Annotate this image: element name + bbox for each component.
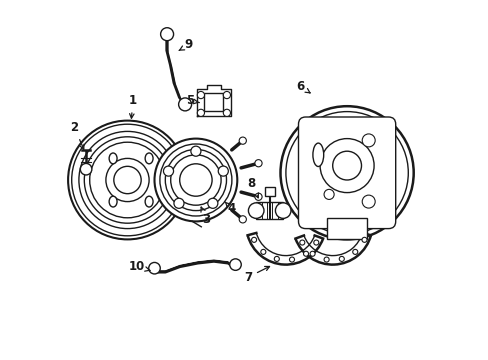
FancyBboxPatch shape <box>204 93 223 111</box>
Circle shape <box>114 166 141 194</box>
FancyBboxPatch shape <box>256 202 283 219</box>
FancyBboxPatch shape <box>298 117 395 229</box>
Circle shape <box>248 203 264 219</box>
Circle shape <box>260 249 265 255</box>
Circle shape <box>313 240 318 245</box>
Circle shape <box>229 259 241 270</box>
Circle shape <box>170 155 221 205</box>
Circle shape <box>174 198 183 208</box>
Text: 3: 3 <box>201 207 210 226</box>
Circle shape <box>320 139 373 193</box>
Circle shape <box>352 249 357 255</box>
Circle shape <box>239 137 246 144</box>
Ellipse shape <box>145 153 153 164</box>
Circle shape <box>254 159 262 167</box>
Circle shape <box>89 142 165 218</box>
Circle shape <box>207 198 218 208</box>
Circle shape <box>68 121 186 239</box>
Circle shape <box>309 251 314 256</box>
Circle shape <box>362 134 374 147</box>
Circle shape <box>79 131 176 229</box>
Ellipse shape <box>312 143 323 166</box>
Text: 9: 9 <box>179 39 192 51</box>
Text: 4: 4 <box>224 202 236 215</box>
Circle shape <box>332 151 361 180</box>
Circle shape <box>251 237 256 242</box>
Circle shape <box>106 158 149 202</box>
Ellipse shape <box>109 196 117 207</box>
Circle shape <box>154 139 237 221</box>
Circle shape <box>148 262 160 274</box>
Circle shape <box>239 216 246 223</box>
Circle shape <box>190 146 201 156</box>
Circle shape <box>80 163 92 175</box>
Circle shape <box>178 98 191 111</box>
FancyBboxPatch shape <box>264 187 274 196</box>
Circle shape <box>339 256 344 261</box>
Circle shape <box>223 91 230 99</box>
Circle shape <box>280 106 413 239</box>
Ellipse shape <box>145 196 153 207</box>
Text: 5: 5 <box>185 94 199 107</box>
Circle shape <box>361 237 366 242</box>
Circle shape <box>218 166 228 176</box>
Circle shape <box>165 149 226 211</box>
Ellipse shape <box>109 153 117 164</box>
Circle shape <box>303 251 308 256</box>
Circle shape <box>84 137 170 223</box>
Circle shape <box>275 203 290 219</box>
Text: 2: 2 <box>70 121 84 149</box>
Text: 10: 10 <box>128 260 150 273</box>
Circle shape <box>289 257 294 262</box>
Circle shape <box>362 195 374 208</box>
FancyBboxPatch shape <box>326 218 366 239</box>
Circle shape <box>324 189 333 199</box>
Circle shape <box>324 257 328 262</box>
Circle shape <box>223 109 230 117</box>
Text: 1: 1 <box>128 94 137 118</box>
Circle shape <box>274 256 279 261</box>
Circle shape <box>72 124 183 236</box>
Circle shape <box>179 164 212 196</box>
Circle shape <box>254 193 262 201</box>
Text: 8: 8 <box>247 177 258 198</box>
Circle shape <box>160 144 231 216</box>
Circle shape <box>197 91 204 99</box>
Text: 6: 6 <box>296 80 309 93</box>
Circle shape <box>285 112 407 234</box>
Circle shape <box>299 240 304 245</box>
Circle shape <box>163 166 173 176</box>
Circle shape <box>197 109 204 117</box>
Circle shape <box>160 28 173 41</box>
Text: 7: 7 <box>244 266 269 284</box>
